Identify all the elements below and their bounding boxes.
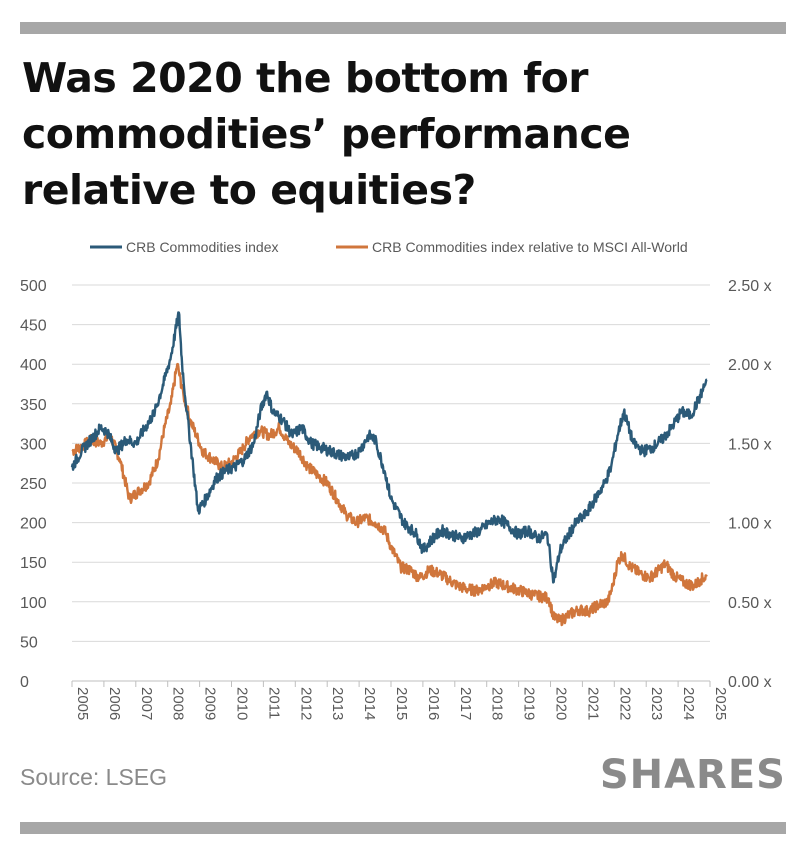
x-tick-label: 2016 (425, 687, 442, 720)
y-right-tick-label: 2.00 x (728, 357, 772, 374)
legend: CRB Commodities index CRB Commodities ind… (90, 239, 688, 255)
y-left-tick-label: 400 (20, 357, 47, 374)
series-line-relative (71, 362, 708, 627)
y-left-tick-label: 300 (20, 436, 47, 453)
y-left-tick-label: 500 (20, 278, 47, 295)
x-tick-label: 2005 (74, 687, 91, 720)
y-left-tick-label: 50 (20, 634, 38, 651)
legend-label: CRB Commodities index relative to MSCI A… (372, 239, 688, 255)
x-tick-label: 2020 (553, 687, 570, 720)
gridlines (72, 284, 710, 682)
x-tick-label: 2007 (138, 687, 155, 720)
x-tick-label: 2024 (680, 687, 697, 720)
x-tick-label: 2006 (106, 687, 123, 720)
y-left-tick-label: 100 (20, 595, 47, 612)
y-right-tick-label: 1.50 x (728, 436, 772, 453)
brand-logo: SHARES (599, 752, 786, 798)
x-tick-label: 2023 (648, 687, 665, 720)
x-tick-label: 2010 (234, 687, 251, 720)
page-title: Was 2020 the bottom for commodities’ per… (22, 54, 631, 214)
series-lines (70, 311, 708, 627)
y-right-tick-label: 1.00 x (728, 516, 772, 533)
x-tick-label: 2021 (584, 687, 601, 720)
y-left-tick-label: 200 (20, 516, 47, 533)
y-left-tick-label: 0 (20, 674, 29, 691)
y-right-tick-label: 2.50 x (728, 278, 772, 295)
x-tick-label: 2008 (170, 687, 187, 720)
x-axis: 2005 2006 2007 2008 2009 2010 2011 2012 2013 2014… (71, 681, 729, 720)
bottom-rule (20, 822, 786, 834)
x-tick-label: 2017 (457, 687, 474, 720)
series-line-crb (70, 311, 708, 584)
x-tick-label: 2022 (616, 687, 633, 720)
left-axis: 0 50 100 150 200 250 300 350 400 450 500 (20, 278, 47, 691)
legend-label: CRB Commodities index (126, 239, 279, 255)
x-tick-label: 2014 (361, 687, 378, 720)
x-tick-label: 2025 (712, 687, 729, 720)
x-tick-label: 2019 (521, 687, 538, 720)
y-left-tick-label: 150 (20, 555, 47, 572)
right-axis: 0.00 x 0.50 x 1.00 x 1.50 x 2.00 x 2.50 x (728, 278, 772, 691)
x-tick-label: 2011 (265, 687, 282, 719)
y-left-tick-label: 350 (20, 397, 47, 414)
top-rule (20, 22, 786, 34)
x-tick-label: 2013 (329, 687, 346, 720)
x-tick-label: 2015 (393, 687, 410, 720)
y-left-tick-label: 450 (20, 318, 47, 335)
y-left-tick-label: 250 (20, 476, 47, 493)
x-tick-label: 2009 (202, 687, 219, 720)
x-tick-label: 2018 (489, 687, 506, 720)
x-tick-label: 2012 (297, 687, 314, 720)
y-right-tick-label: 0.00 x (728, 674, 772, 691)
line-chart: CRB Commodities index CRB Commodities ind… (20, 239, 772, 720)
source-note: Source: LSEG (20, 764, 168, 790)
y-right-tick-label: 0.50 x (728, 595, 772, 612)
